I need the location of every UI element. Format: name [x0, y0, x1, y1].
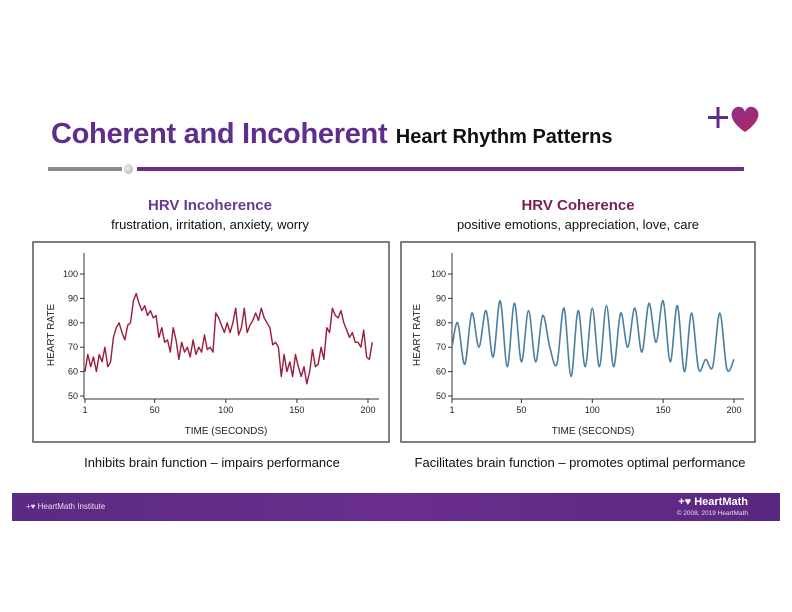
incoherence-x-label: TIME (SECONDS) — [185, 426, 268, 437]
svg-text:200: 200 — [360, 405, 375, 415]
svg-text:150: 150 — [289, 405, 304, 415]
svg-text:50: 50 — [150, 405, 160, 415]
svg-text:60: 60 — [68, 367, 78, 377]
title-main: Coherent and Incoherent — [51, 118, 388, 150]
svg-text:100: 100 — [431, 269, 446, 279]
svg-text:60: 60 — [436, 367, 446, 377]
svg-text:90: 90 — [436, 293, 446, 303]
title-underline — [137, 167, 744, 171]
title-sub: Heart Rhythm Patterns — [395, 126, 613, 148]
plus-heart-logo-icon — [708, 106, 759, 132]
coherence-x-label: TIME (SECONDS) — [552, 426, 635, 437]
svg-text:50: 50 — [68, 391, 78, 401]
coherence-y-label: HEART RATE — [412, 304, 423, 367]
svg-text:50: 50 — [436, 391, 446, 401]
footer-copyright: © 2008, 2019 HeartMath — [676, 510, 748, 517]
svg-text:70: 70 — [436, 342, 446, 352]
svg-text:200: 200 — [726, 405, 741, 415]
svg-text:1: 1 — [82, 405, 87, 415]
svg-text:100: 100 — [585, 405, 600, 415]
footer-institute: +♥ HeartMath Institute — [26, 502, 106, 511]
progress-track-completed — [48, 167, 122, 171]
footer-bar: +♥ HeartMath Institute +♥ HeartMath © 20… — [12, 493, 780, 521]
coherence-subheading: positive emotions, appreciation, love, c… — [456, 217, 700, 232]
coherence-heading: HRV Coherence — [521, 197, 635, 214]
incoherence-y-label: HEART RATE — [46, 304, 57, 367]
incoherence-subheading: frustration, irritation, anxiety, worry — [111, 217, 309, 232]
svg-text:80: 80 — [436, 318, 446, 328]
slide-title: Coherent and Incoherent Heart Rhythm Pat… — [51, 118, 612, 151]
svg-text:70: 70 — [68, 342, 78, 352]
svg-text:80: 80 — [68, 318, 78, 328]
svg-text:150: 150 — [656, 405, 671, 415]
incoherence-heading: HRV Incoherence — [148, 197, 272, 214]
incoherence-header: HRV Incoherence frustration, irritation,… — [30, 197, 390, 232]
svg-text:100: 100 — [63, 269, 78, 279]
svg-text:90: 90 — [68, 293, 78, 303]
footer-brand: +♥ HeartMath — [678, 496, 748, 508]
progress-knob — [124, 164, 133, 174]
svg-text:1: 1 — [449, 405, 454, 415]
coherence-caption: Facilitates brain function – promotes op… — [414, 455, 746, 470]
incoherence-caption: Inhibits brain function – impairs perfor… — [84, 455, 340, 470]
svg-text:100: 100 — [218, 405, 233, 415]
coherence-header: HRV Coherence positive emotions, appreci… — [398, 197, 758, 232]
svg-text:50: 50 — [516, 405, 526, 415]
